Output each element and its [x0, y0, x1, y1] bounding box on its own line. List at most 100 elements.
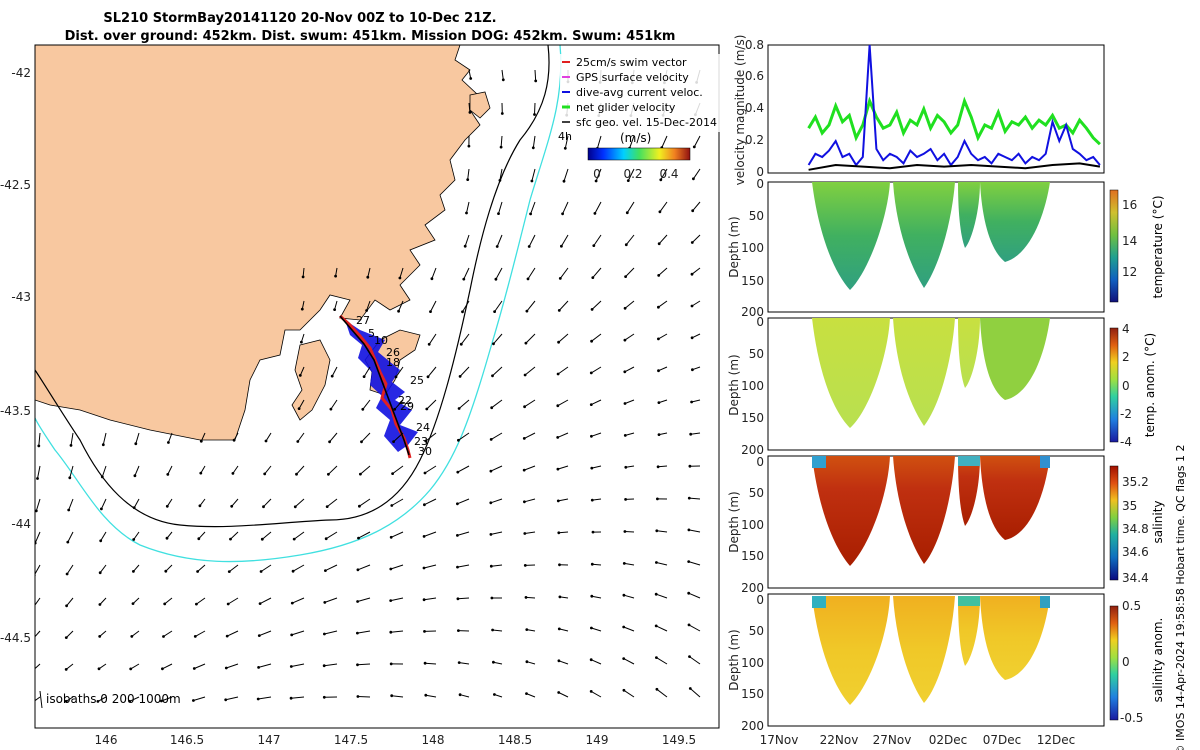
- velocity-arrow: [526, 300, 536, 312]
- velocity-arrow: [592, 563, 602, 566]
- velocity-arrow: [367, 267, 371, 278]
- velocity-arrow: [35, 696, 41, 702]
- temperature-ylabel: Depth (m): [727, 216, 741, 277]
- velocity-arrow: [395, 366, 404, 378]
- velocity-arrow-head: [98, 571, 102, 575]
- velocity-arrow: [524, 531, 536, 534]
- velocity-arrow-head: [232, 438, 236, 442]
- velocity-arrow-head: [199, 439, 203, 443]
- velocity-arrow: [325, 531, 338, 540]
- y-tick-label: -44.5: [0, 631, 31, 645]
- velocity-arrow-head: [594, 179, 598, 183]
- velocity-arrow-head: [193, 635, 197, 638]
- velocity-arrow-head: [623, 370, 627, 374]
- waypoint-label: 22: [398, 394, 412, 407]
- velocity-arrow-head: [130, 635, 134, 638]
- velocity-arrow: [196, 597, 206, 605]
- velocity-arrow: [194, 663, 206, 669]
- velocity-arrow-head: [430, 277, 434, 281]
- velocity-arrow: [193, 696, 206, 701]
- velocity-arrow-head: [456, 470, 460, 474]
- velocity-arrow-head: [322, 664, 326, 668]
- velocity-arrow-head: [624, 243, 628, 247]
- velocity-arrow: [330, 399, 338, 410]
- velocity-arrow-head: [458, 375, 462, 378]
- velocity-arrow: [625, 267, 635, 277]
- velocity-arrow-head: [192, 699, 195, 702]
- velocity-arrow-head: [97, 667, 101, 671]
- velocity-arrow: [501, 69, 504, 80]
- velocity-arrow-head: [556, 372, 560, 376]
- salinity-dive-2: [893, 456, 955, 564]
- glider-path: [339, 315, 410, 456]
- velocity-arrow: [557, 366, 569, 375]
- velocity-arrow-head: [365, 309, 368, 312]
- velocity-arrow: [197, 564, 206, 572]
- y-tick-label: 0.8: [745, 38, 764, 52]
- title-line-2: Dist. over ground: 452km. Dist. swum: 45…: [65, 29, 676, 44]
- velocity-arrow: [258, 663, 272, 668]
- velocity-arrow: [591, 333, 602, 342]
- velocity-arrow: [557, 465, 569, 470]
- velocity-arrow: [263, 498, 272, 508]
- velocity-arrow: [596, 135, 602, 149]
- velocity-arrow-head: [397, 309, 400, 313]
- velocity-arrow: [490, 498, 503, 504]
- salinity-dive-4: [980, 456, 1050, 540]
- velocity-arrow: [625, 234, 635, 246]
- velocity-arrow-head: [196, 570, 200, 573]
- velocity-arrow-head: [323, 601, 327, 604]
- velocity-arrow-head: [493, 693, 496, 696]
- velocity-arrow: [692, 201, 701, 212]
- velocity-arrow: [658, 399, 668, 404]
- velocity-arrow: [524, 399, 536, 408]
- velocity-arrow-head: [295, 472, 298, 476]
- velocity-arrow: [463, 267, 470, 280]
- velocity-arrow-head: [99, 539, 103, 543]
- cb-tick-label: 0: [1122, 655, 1130, 669]
- velocity-arrow-head: [456, 565, 459, 569]
- velocity-arrow-head: [688, 655, 691, 658]
- velocity-arrow: [658, 366, 668, 372]
- velocity-arrow: [623, 594, 635, 599]
- velocity-arrow-head: [562, 179, 566, 183]
- waypoint-label: 5: [368, 327, 375, 340]
- y-tick-label: 0: [756, 177, 764, 191]
- velocity-arrow: [659, 201, 668, 213]
- velocity-arrow-head: [689, 432, 693, 436]
- velocity-arrow-head: [531, 146, 535, 150]
- velocity-arrow-head: [423, 471, 427, 475]
- temperature-colorbar: [1109, 189, 1119, 303]
- x-tick-label: 148.5: [498, 733, 532, 747]
- y-tick-label: 150: [741, 274, 764, 288]
- y-tick-label: 100: [741, 518, 764, 532]
- velocity-arrow-head: [293, 505, 297, 509]
- velocity-arrow: [326, 498, 338, 507]
- velocity-arrow-head: [427, 342, 431, 346]
- velocity-arrow-head: [623, 338, 627, 342]
- velocity-arrow: [70, 432, 74, 446]
- velocity-arrow: [431, 267, 437, 279]
- velocity-arrow: [691, 399, 701, 403]
- velocity-arrow: [226, 663, 239, 669]
- legend-swim: 25cm/s swim vector: [576, 56, 687, 69]
- velocity-arrow: [623, 658, 635, 665]
- velocity-arrow: [494, 300, 503, 312]
- velocity-arrow-head: [264, 439, 268, 443]
- temperature-dive-2: [893, 182, 955, 288]
- velocity-arrow: [558, 692, 569, 698]
- velocity-arrow: [492, 366, 503, 377]
- velocity-arrow: [492, 629, 503, 632]
- velocity-arrow-head: [422, 566, 426, 570]
- velocity-arrow-head: [297, 407, 301, 410]
- velocity-arrow-head: [622, 688, 626, 692]
- velocity-arrow-head: [523, 405, 526, 409]
- colorbar-tick-label: 0.2: [623, 167, 642, 181]
- velocity-arrow-head: [390, 504, 394, 507]
- velocity-arrow-head: [498, 179, 502, 182]
- velocity-arrow: [362, 399, 371, 410]
- velocity-arrow: [459, 694, 470, 698]
- velocity-arrow-head: [655, 656, 658, 659]
- temperature-panel: Depth (m) temperature (°C) 12 14 16 0 50…: [727, 177, 1165, 319]
- velocity-arrow-head: [100, 507, 103, 511]
